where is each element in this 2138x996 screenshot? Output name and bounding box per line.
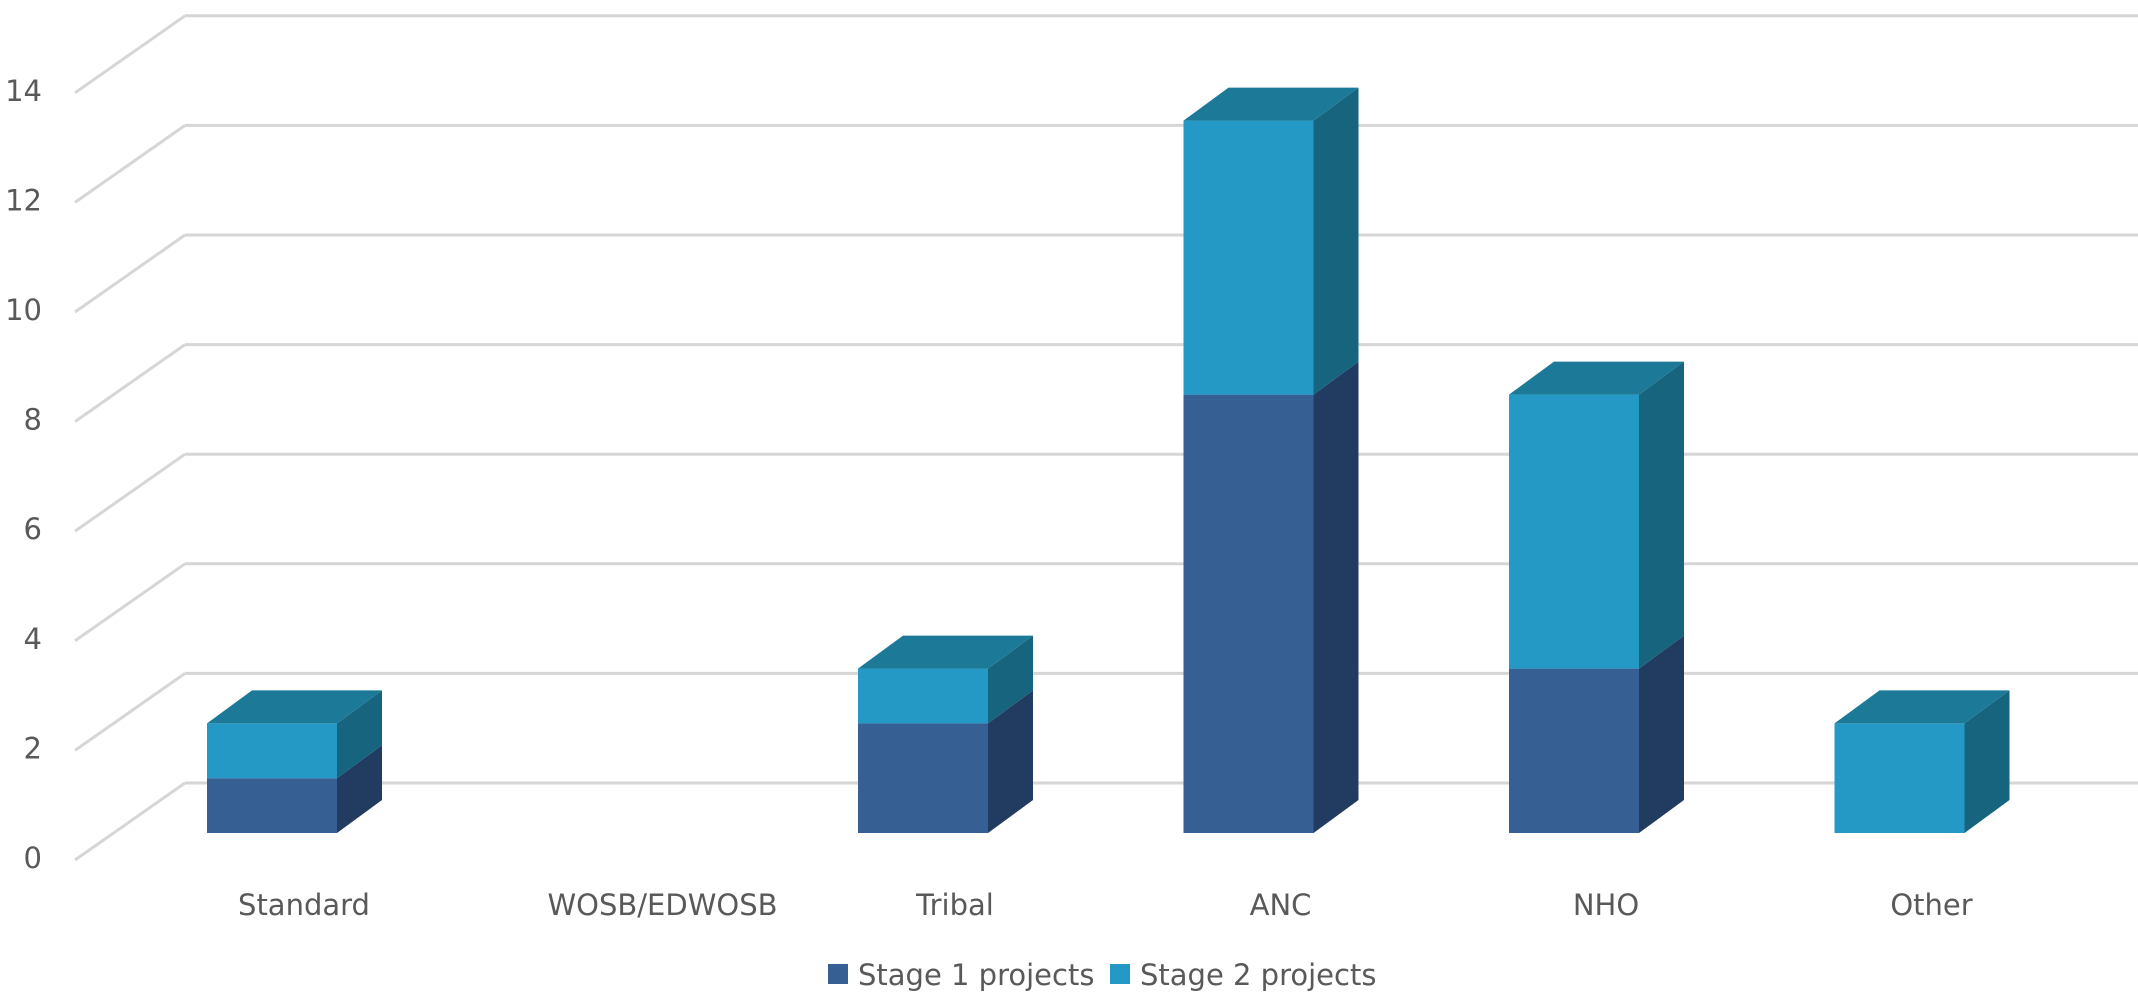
bar-front xyxy=(1834,723,1965,833)
y-axis-ticks: 0 2 4 6 8 10 12 14 xyxy=(5,74,42,875)
bar-top xyxy=(1834,690,2010,724)
bar-top xyxy=(1183,87,1359,121)
bar-side xyxy=(1639,635,1684,833)
x-tick-label: Standard xyxy=(238,888,370,922)
y-tick-label: 0 xyxy=(24,841,42,875)
bar-top xyxy=(858,635,1033,669)
bar-side xyxy=(1313,361,1359,833)
bar-segment xyxy=(1509,361,1684,669)
x-tick-label: NHO xyxy=(1573,888,1639,922)
bar-segment xyxy=(858,635,1033,724)
gridline-diagonal xyxy=(74,452,186,533)
y-tick-label: 10 xyxy=(5,293,42,327)
gridline-diagonal xyxy=(74,343,186,423)
bar-front xyxy=(1183,120,1314,395)
legend-label: Stage 1 projects xyxy=(858,958,1094,992)
gridline-diagonal xyxy=(74,672,186,752)
y-tick-label: 2 xyxy=(24,731,42,765)
bar-front xyxy=(1183,394,1314,833)
bar-front xyxy=(1509,394,1639,669)
bar-segment xyxy=(207,690,382,779)
y-tick-label: 12 xyxy=(5,183,42,217)
bar-segment xyxy=(1183,87,1359,395)
gridline-diagonal xyxy=(74,562,186,643)
legend-item: Stage 1 projects xyxy=(828,958,1094,992)
bar-side xyxy=(988,635,1033,724)
y-tick-label: 4 xyxy=(24,622,42,656)
bar-side xyxy=(337,690,382,779)
gridline-diagonal xyxy=(74,14,186,95)
gridline-diagonal xyxy=(74,124,186,204)
bar-front xyxy=(207,778,337,833)
bar-front xyxy=(858,723,988,833)
y-tick-label: 8 xyxy=(24,403,42,437)
x-tick-label: Tribal xyxy=(915,888,994,922)
bar-segment xyxy=(1834,690,2010,833)
bar-segment xyxy=(1183,361,1359,833)
gridlines xyxy=(74,14,2138,862)
bars xyxy=(207,87,2010,833)
x-tick-label: Other xyxy=(1890,888,1972,922)
bar-side xyxy=(1639,361,1684,669)
bar-side xyxy=(337,745,382,833)
bar-side xyxy=(988,690,1033,833)
bar-top xyxy=(207,690,382,724)
gridline-diagonal xyxy=(74,781,186,862)
x-axis-labels: Standard WOSB/EDWOSB Tribal ANC NHO Other xyxy=(238,888,1973,922)
bar-side xyxy=(1964,690,2010,833)
legend-swatch xyxy=(828,964,848,984)
y-tick-label: 14 xyxy=(5,74,42,108)
bar-segment xyxy=(858,690,1033,833)
bar-side xyxy=(1313,87,1359,395)
legend-swatch xyxy=(1110,964,1130,984)
bar-segment xyxy=(207,745,382,833)
legend: Stage 1 projects Stage 2 projects xyxy=(828,958,1376,992)
legend-label: Stage 2 projects xyxy=(1140,958,1376,992)
bar-top xyxy=(1509,361,1684,395)
bar-front xyxy=(207,723,337,779)
bar-segment xyxy=(1509,635,1684,833)
bar-front xyxy=(1509,668,1639,833)
y-tick-label: 6 xyxy=(24,512,42,546)
gridline-diagonal xyxy=(74,233,186,314)
x-tick-label: WOSB/EDWOSB xyxy=(547,888,777,922)
x-tick-label: ANC xyxy=(1250,888,1312,922)
bar-front xyxy=(858,668,988,724)
legend-item: Stage 2 projects xyxy=(1110,958,1376,992)
